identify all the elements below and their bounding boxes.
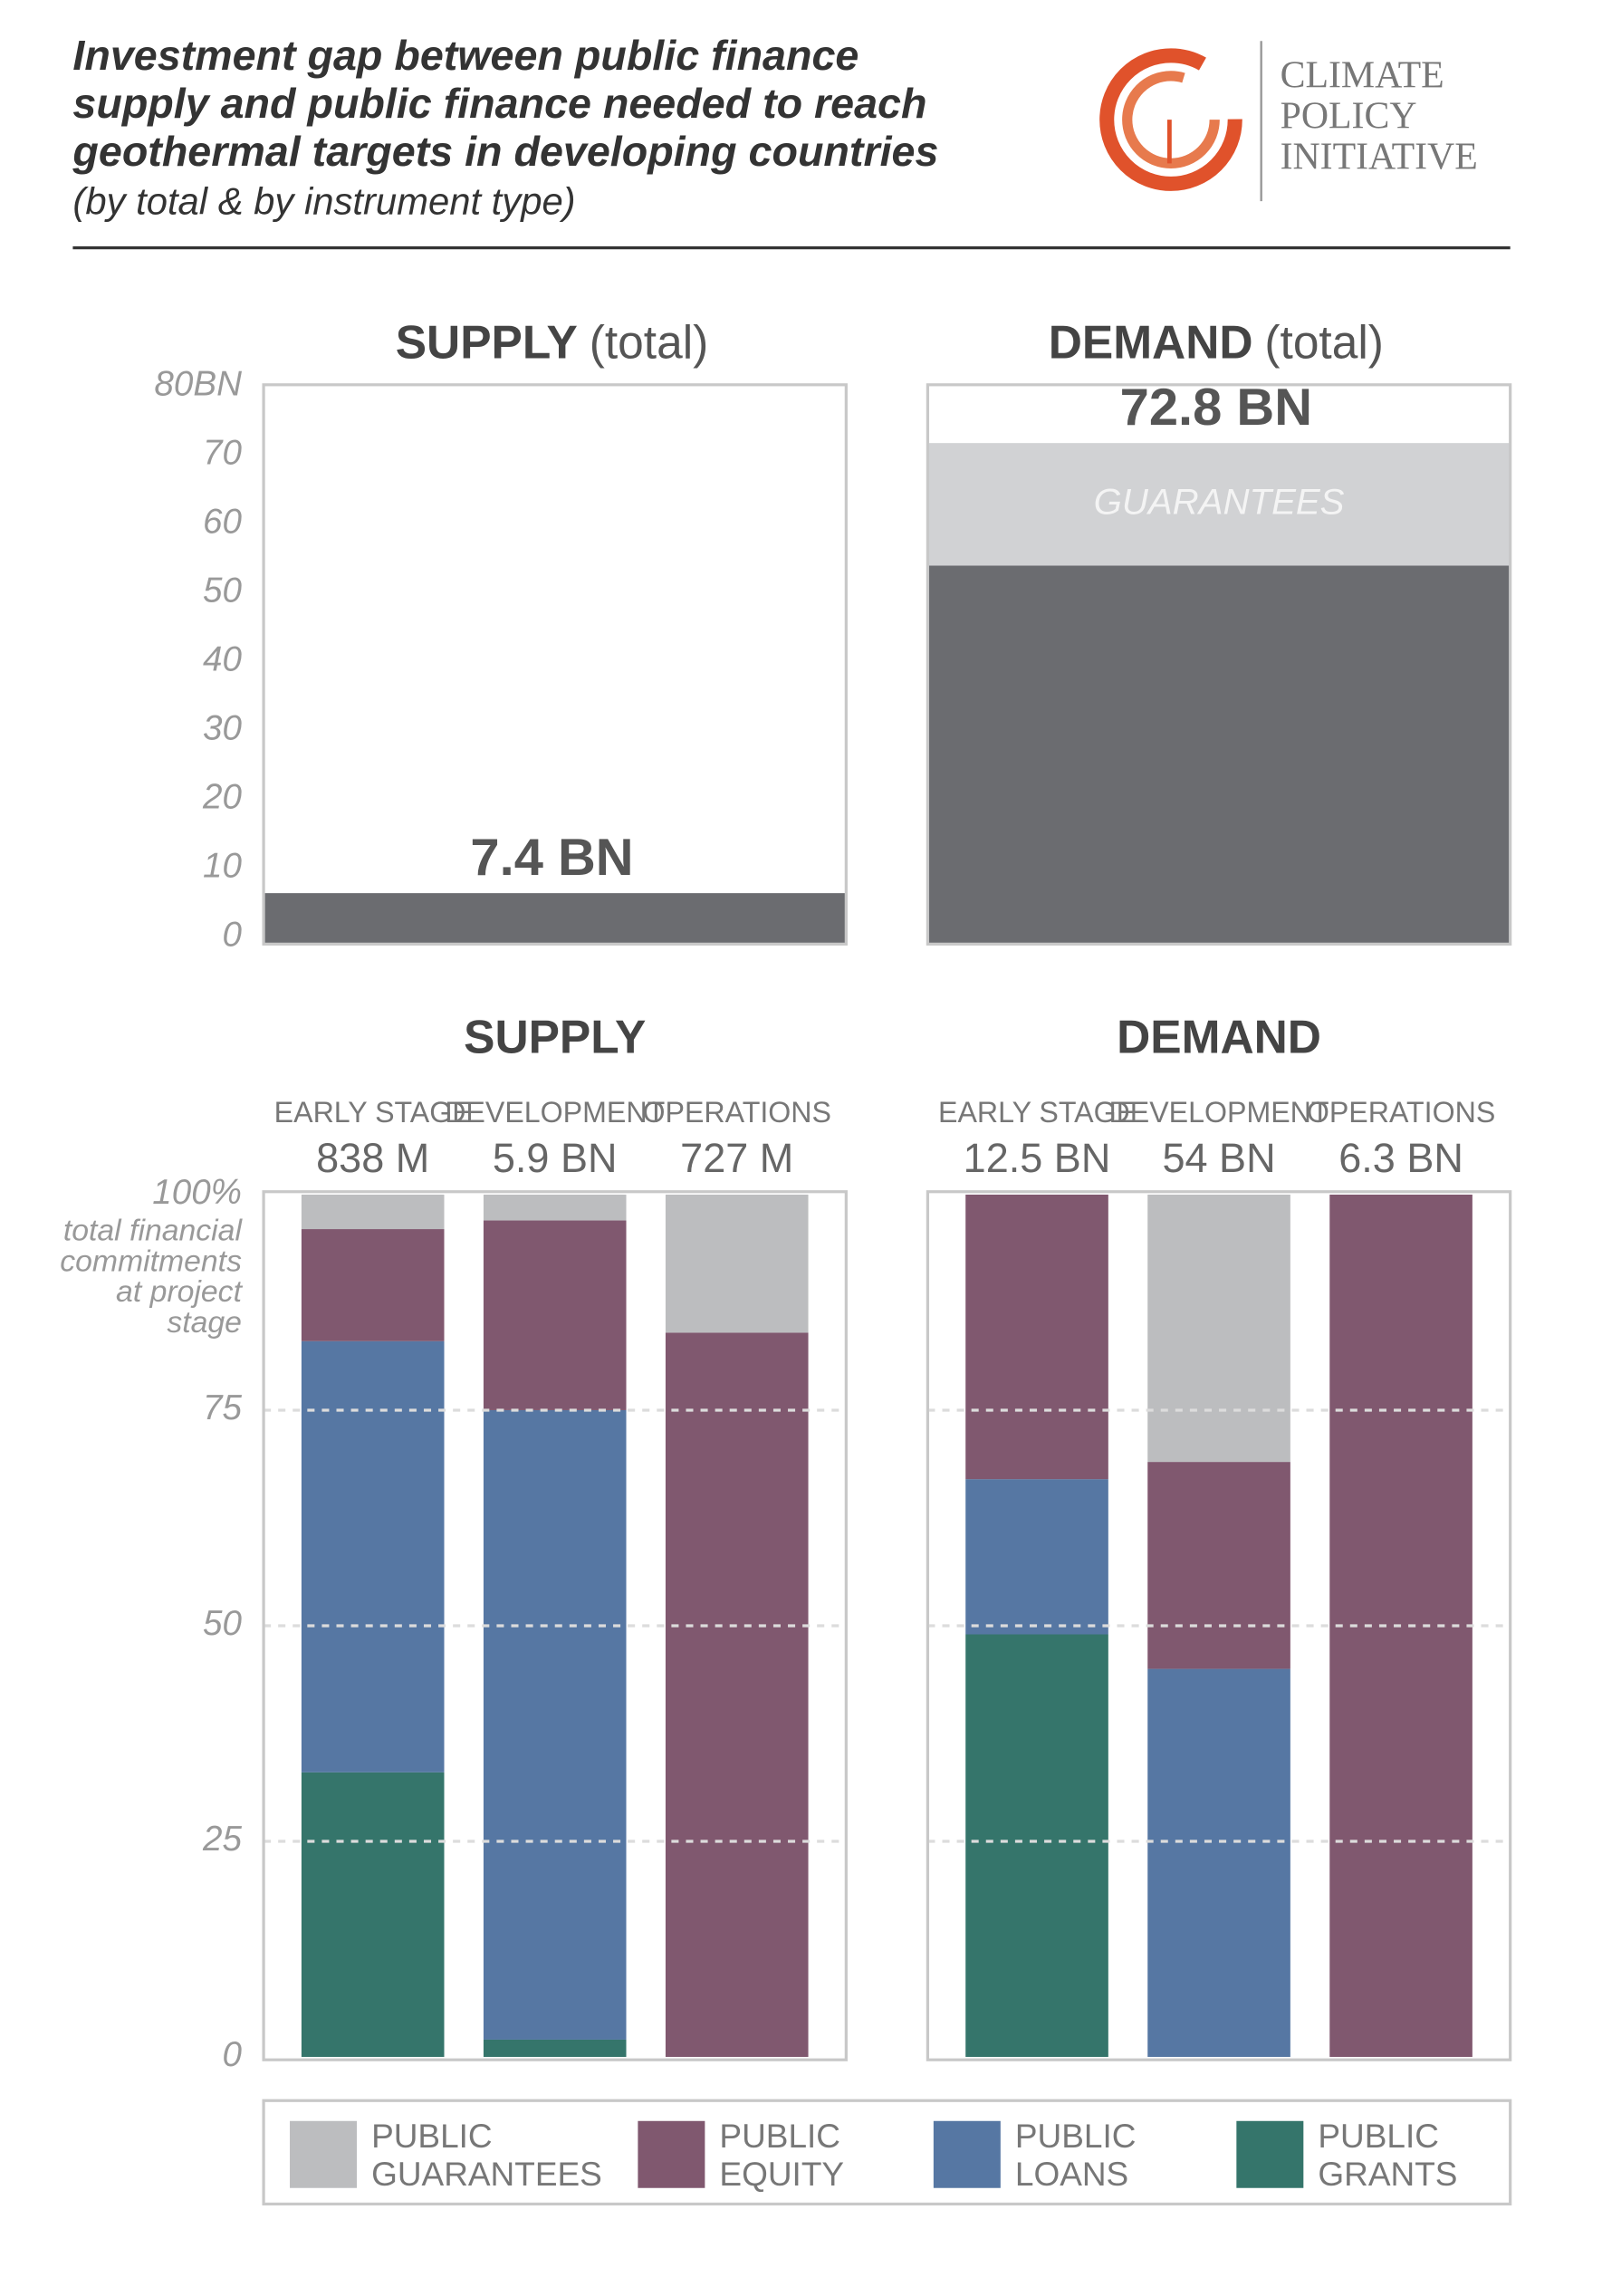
legend-label: PUBLIC LOANS (1015, 2118, 1146, 2193)
value-label: 72.8 BN (1120, 379, 1312, 437)
segment-label: GUARANTEES (1094, 481, 1345, 522)
bar-segment (301, 1229, 445, 1341)
bar-segment (483, 1194, 627, 1221)
chart-title: SUPPLY (total) (396, 315, 709, 368)
logo-text: INITIATIVE (1281, 137, 1478, 178)
plot-frame (926, 383, 1512, 946)
chart-title: DEMAND (total) (1049, 315, 1384, 368)
chart-title-main: DEMAND (1117, 1010, 1321, 1062)
stage-total-label: 838 M (316, 1135, 429, 1181)
logo-text: POLICY (1281, 96, 1417, 138)
plot-frame (926, 1190, 1512, 2061)
bar-segment (665, 1332, 809, 2058)
bar-segment (483, 2039, 627, 2058)
bar-segment (483, 1220, 627, 1410)
title-line: Investment gap between public finance (72, 32, 859, 79)
x-category-label: OPERATIONS (643, 1096, 831, 1129)
legend-swatch (638, 2120, 705, 2188)
bar-segment (965, 1479, 1108, 1635)
bar-segment (483, 1409, 627, 2040)
bar-segment (965, 1634, 1108, 2058)
bar-segment (1147, 1462, 1290, 1669)
y-axis-label: commitments (60, 1244, 242, 1278)
legend-swatch (1236, 2120, 1304, 2188)
stage-total-label: 54 BN (1162, 1135, 1275, 1181)
y-tick-label: 20 (202, 778, 242, 817)
bar-segment (665, 1194, 809, 1333)
chart-title-note: (total) (590, 315, 709, 368)
plot-frame (262, 1190, 848, 2061)
bar-segment (264, 893, 847, 945)
x-category-label: OPERATIONS (1307, 1096, 1495, 1129)
bar-segment (301, 1772, 445, 2058)
legend-swatch (290, 2120, 358, 2188)
y-axis-label: stage (167, 1305, 242, 1340)
value-label: 7.4 BN (470, 829, 633, 887)
chart-title-main: SUPPLY (464, 1010, 646, 1062)
title-line: supply and public finance needed to reac… (72, 80, 926, 127)
legend-swatch (933, 2120, 1001, 2188)
y-tick-label: 0 (222, 916, 242, 955)
title-line: geothermal targets in developing countri… (72, 128, 938, 175)
stage-total-label: 12.5 BN (964, 1135, 1111, 1181)
bar-segment (927, 443, 1511, 566)
chart-title-main: SUPPLY (396, 315, 578, 368)
legend-frame (262, 2099, 1512, 2206)
y-tick-label: 40 (203, 640, 242, 679)
x-category-label: EARLY STAGE (938, 1096, 1136, 1129)
y-tick-label: 10 (203, 847, 242, 886)
y-tick-label: 70 (203, 434, 242, 473)
plot-frame (262, 383, 848, 946)
chart-title-main: DEMAND (1049, 315, 1253, 368)
logo-ring (1099, 48, 1242, 191)
chart-title-note: (total) (1264, 315, 1384, 368)
y-tick-label: 75 (203, 1388, 242, 1427)
x-category-label: EARLY STAGE (274, 1096, 472, 1129)
y-tick-label: 80BN (154, 365, 242, 404)
bar-segment (1147, 1194, 1290, 1463)
chart-title: SUPPLY (464, 1010, 646, 1062)
y-tick-label: 0 (222, 2035, 242, 2074)
x-category-label: DEVELOPMENT (1109, 1096, 1329, 1129)
y-tick-label: 50 (203, 572, 242, 610)
bar-segment (301, 1194, 445, 1230)
y-axis-label: at project (116, 1274, 244, 1309)
stage-total-label: 727 M (680, 1135, 793, 1181)
y-tick-label: 50 (203, 1604, 242, 1643)
y-tick-label: 25 (202, 1820, 242, 1859)
y-tick-label: 100% (152, 1173, 242, 1212)
legend-label: PUBLIC GUARANTEES (371, 2118, 602, 2193)
legend-label: PUBLIC EQUITY (719, 2118, 849, 2193)
y-axis-label: total financial (63, 1214, 244, 1248)
bar-segment (301, 1340, 445, 1772)
y-tick-label: 30 (203, 709, 242, 748)
chart-title: DEMAND (1117, 1010, 1321, 1062)
x-category-label: DEVELOPMENT (445, 1096, 665, 1129)
stage-total-label: 6.3 BN (1338, 1135, 1463, 1181)
bar-segment (927, 565, 1511, 945)
logo (1099, 41, 1262, 202)
subtitle: (by total & by instrument type) (72, 179, 575, 222)
bar-segment (965, 1194, 1108, 1480)
bar-segment (1147, 1668, 1290, 2058)
stage-total-label: 5.9 BN (493, 1135, 618, 1181)
logo-text: CLIMATE (1281, 55, 1444, 97)
legend-label: PUBLIC GRANTS (1318, 2118, 1457, 2193)
y-tick-label: 60 (203, 503, 242, 542)
